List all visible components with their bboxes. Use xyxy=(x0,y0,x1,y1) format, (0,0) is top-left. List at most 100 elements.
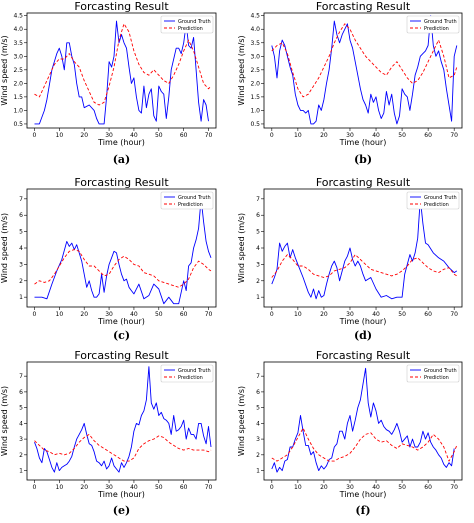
x-tick-label: 10 xyxy=(56,132,64,139)
y-tick-label: 5 xyxy=(19,405,23,412)
x-tick-label: 10 xyxy=(294,311,302,318)
legend-box xyxy=(406,15,460,34)
x-axis-label: Time (hour) xyxy=(97,490,145,499)
y-axis-label: Wind speed (m/s) xyxy=(237,386,246,456)
y-tick-label: 4 xyxy=(256,245,260,252)
x-axis-label: Time (hour) xyxy=(339,490,387,499)
legend-box xyxy=(406,364,460,383)
x-axis-label: Time (hour) xyxy=(97,317,145,326)
y-tick-label: 7 xyxy=(19,196,23,203)
series-line-prediction xyxy=(34,433,212,462)
series-line-ground-truth xyxy=(271,367,455,473)
y-tick-label: 4 xyxy=(256,420,260,427)
legend-box xyxy=(406,191,460,210)
legend-label: Prediction xyxy=(178,26,203,32)
y-tick-label: 2 xyxy=(19,278,23,285)
y-tick-label: 3.5 xyxy=(13,40,23,47)
x-tick-label: 10 xyxy=(294,132,302,139)
x-axis-label: Time (hour) xyxy=(339,317,387,326)
y-tick-label: 4.5 xyxy=(250,13,260,20)
x-tick-label: 40 xyxy=(130,311,138,318)
y-axis-label: Wind speed (m/s) xyxy=(0,386,9,456)
y-axis-label: Wind speed (m/s) xyxy=(237,35,246,105)
y-tick-label: 3 xyxy=(19,261,23,268)
x-tick-label: 50 xyxy=(155,484,163,491)
x-tick-label: 0 xyxy=(270,132,274,139)
y-tick-label: 3 xyxy=(19,436,23,443)
series-line-ground-truth xyxy=(271,15,458,125)
y-tick-label: 1.5 xyxy=(13,94,23,101)
y-tick-label: 4 xyxy=(19,420,23,427)
x-tick-label: 30 xyxy=(105,484,113,491)
y-tick-label: 5 xyxy=(256,405,260,412)
legend-label: Prediction xyxy=(424,375,449,381)
series-line-prediction xyxy=(271,23,458,98)
x-tick-label: 30 xyxy=(346,132,354,139)
y-tick-label: 5 xyxy=(19,229,23,236)
y-tick-label: 4.5 xyxy=(13,13,23,20)
panel-label: (c) xyxy=(113,329,130,342)
chart-title: Forcasting Result xyxy=(316,349,411,362)
series-line-prediction xyxy=(34,249,212,288)
x-tick-label: 20 xyxy=(320,132,328,139)
series-line-prediction xyxy=(271,427,458,462)
y-axis-label: Wind speed (m/s) xyxy=(0,213,9,283)
x-tick-label: 50 xyxy=(398,484,406,491)
chart-panel-5: Forcasting Result 0 10 20 30 40 50 60 70 1 2 3 4 5 6 7 T… xyxy=(0,349,217,517)
x-tick-label: 20 xyxy=(80,132,88,139)
legend-label: Ground Truth xyxy=(178,19,211,25)
x-tick-label: 70 xyxy=(205,132,213,139)
plot-frame xyxy=(26,361,217,481)
chart-title: Forcasting Result xyxy=(74,176,169,189)
x-tick-label: 0 xyxy=(270,484,274,491)
x-tick-label: 20 xyxy=(80,484,88,491)
y-tick-label: 3 xyxy=(256,436,260,443)
x-tick-label: 0 xyxy=(33,311,37,318)
y-tick-label: 6 xyxy=(19,212,23,219)
y-tick-label: 6 xyxy=(256,212,260,219)
x-tick-label: 70 xyxy=(450,132,458,139)
legend-label: Ground Truth xyxy=(424,368,457,374)
x-axis-label: Time (hour) xyxy=(339,138,387,147)
chart-panel-3: Forcasting Result 0 10 20 30 40 50 60 70 1 2 3 4 5 6 7 T… xyxy=(0,176,217,342)
legend-label: Prediction xyxy=(424,202,449,208)
panel-label: (b) xyxy=(354,153,372,166)
y-tick-label: 0.5 xyxy=(13,121,23,128)
x-tick-label: 50 xyxy=(155,311,163,318)
x-tick-label: 70 xyxy=(205,484,213,491)
y-tick-label: 6 xyxy=(256,389,260,396)
chart-title: Forcasting Result xyxy=(316,176,411,189)
chart-panel-2: Forcasting Result 0 10 20 30 40 50 60 70 0.5 1.0 1.… xyxy=(237,0,463,166)
series-line-ground-truth xyxy=(34,366,212,473)
series-line-ground-truth xyxy=(34,20,209,125)
x-tick-label: 70 xyxy=(450,484,458,491)
x-tick-label: 50 xyxy=(155,132,163,139)
y-tick-label: 1 xyxy=(256,294,260,301)
x-tick-label: 40 xyxy=(130,132,138,139)
y-tick-label: 7 xyxy=(256,373,260,380)
x-tick-label: 10 xyxy=(294,484,302,491)
x-tick-label: 40 xyxy=(130,484,138,491)
y-tick-label: 0.5 xyxy=(250,121,260,128)
chart-panel-1: Forcasting Result 0 10 20 30 40 50 60 70 0.5 1.0 1.… xyxy=(0,0,217,166)
legend-box xyxy=(160,191,214,210)
panel-label: (a) xyxy=(113,153,131,166)
x-tick-label: 70 xyxy=(450,311,458,318)
x-tick-label: 20 xyxy=(320,311,328,318)
y-tick-label: 3 xyxy=(256,261,260,268)
legend-label: Prediction xyxy=(178,375,203,381)
x-tick-label: 50 xyxy=(398,311,406,318)
x-tick-label: 40 xyxy=(372,484,380,491)
series-line-ground-truth xyxy=(34,198,212,305)
y-tick-label: 3.0 xyxy=(13,53,23,60)
plot-frame xyxy=(26,12,217,129)
legend-label: Ground Truth xyxy=(424,195,457,201)
legend-box xyxy=(160,364,214,383)
y-tick-label: 3.5 xyxy=(250,40,260,47)
y-axis-label: Wind speed (m/s) xyxy=(237,213,246,283)
x-tick-label: 0 xyxy=(33,132,37,139)
